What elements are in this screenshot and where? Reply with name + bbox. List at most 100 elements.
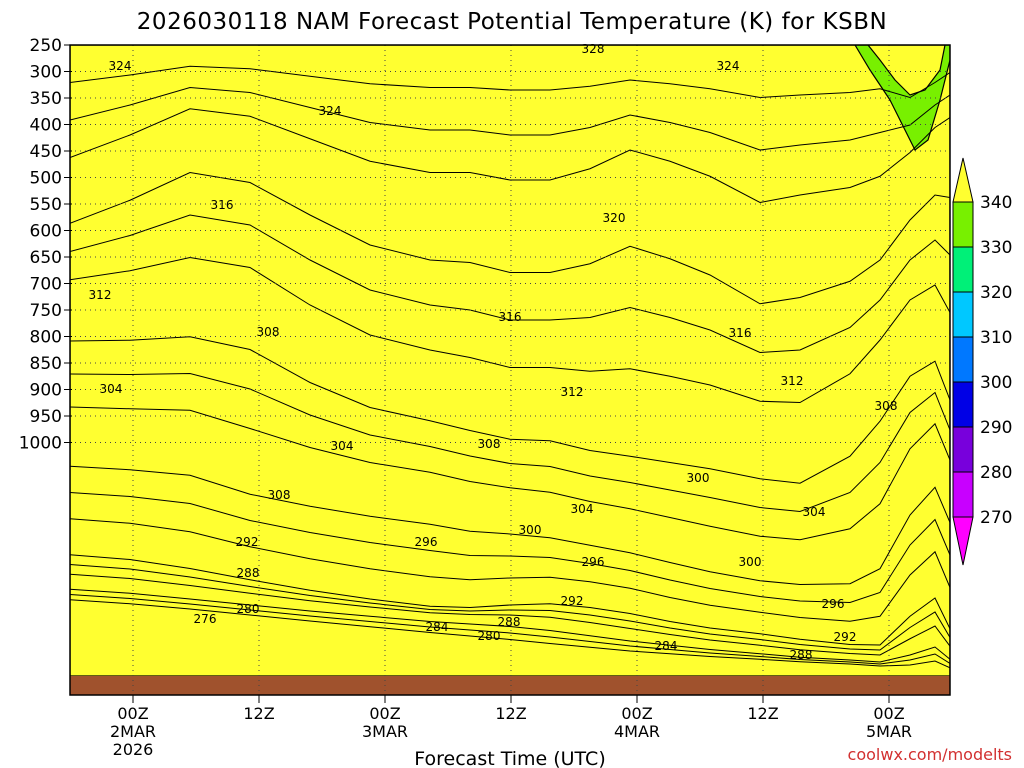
contour-label: 276 [194,612,217,626]
contour-label: 324 [717,59,740,73]
y-tick-label: 650 [30,248,62,268]
colorbar-tick-label: 310 [980,328,1012,348]
contour-label: 288 [237,566,260,580]
x-tick-label: 00Z [873,704,904,723]
contour-label: 292 [834,630,857,644]
contour-label: 312 [561,385,584,399]
contour-label: 316 [211,198,234,212]
contour-label: 284 [655,639,678,653]
y-tick-label: 950 [30,407,62,427]
contour-line-3-1 [70,372,950,513]
y-tick-label: 600 [30,222,62,242]
contour-line-2-2 [70,465,950,586]
x-tick-label: 12Z [495,704,526,723]
contour-line-0-2 [70,588,950,663]
x-tick-label: 00Z [117,704,148,723]
colorbar-top-arrow [952,157,974,203]
contour-label: 328 [582,42,605,56]
colorbar-tick-label: 300 [980,373,1012,393]
y-tick-label: 450 [30,142,62,162]
contour-line-1-0 [70,573,950,656]
contour-label: 300 [519,523,542,537]
contour-line-5-0 [70,108,950,204]
contour-label: 320 [603,211,626,225]
plot-frame [69,44,951,696]
contour-label: 280 [478,629,501,643]
contour-label: 292 [561,594,584,608]
contour-line-2-1 [70,492,950,604]
chart-title: 2026030118 NAM Forecast Potential Temper… [137,9,887,35]
x-tick-label: 12Z [243,704,274,723]
contour-line-3-0 [70,406,950,541]
contour-label: 280 [237,602,260,616]
colorbar-swatch [952,336,974,383]
colorbar-swatch [952,291,974,338]
x-tick-label: 4MAR [614,722,660,741]
contour-label: 304 [100,382,123,396]
y-tick-label: 800 [30,328,62,348]
contour-label: 312 [89,288,112,302]
colorbar-swatch [952,201,974,248]
colorbar-tick-label: 330 [980,238,1012,258]
contour-line-2-0 [70,518,950,622]
contour-label: 288 [790,648,813,662]
contour-label: 308 [478,437,501,451]
colorbar-swatch [952,381,974,428]
contour-label: 292 [236,535,259,549]
y-tick-label: 700 [30,275,62,295]
y-tick-label: 850 [30,354,62,374]
contour-band-7 [70,45,950,677]
contour-label: 316 [499,310,522,324]
contour-label: 296 [415,535,438,549]
colorbar-bottom-arrow [952,516,974,566]
contour-label: 308 [268,488,291,502]
contour-label: 284 [426,620,449,634]
contour-label: 304 [571,502,594,516]
plot-area [70,45,950,695]
colorbar-tick-label: 280 [980,463,1012,483]
y-tick-label: 300 [30,63,62,83]
contour-label: 304 [331,439,354,453]
x-tick-label: 5MAR [866,722,912,741]
colorbar-tick-label: 320 [980,283,1012,303]
y-tick-label: 550 [30,195,62,215]
x-tick-label: 00Z [369,704,400,723]
contour-line-0-1 [70,594,950,665]
contour-line-0-0 [70,599,950,669]
ground-fill [70,676,950,695]
contour-label: 300 [687,471,710,485]
y-tick-label: 400 [30,116,62,136]
y-tick-label: 750 [30,301,62,321]
contour-label: 308 [875,399,898,413]
colorbar-tick-label: 340 [980,193,1012,213]
contour-label: 300 [739,555,762,569]
colorbar-swatch [952,471,974,518]
colorbar-swatch [952,246,974,293]
colorbar-tick-label: 290 [980,418,1012,438]
x-tick-label: 2MAR [110,722,156,741]
contour-line-4-1 [70,214,950,354]
x-tick-label: 3MAR [362,722,408,741]
contour-label: 324 [109,59,132,73]
x-tick-label: 00Z [621,704,652,723]
contour-label: 316 [729,326,752,340]
y-tick-label: 1000 [19,434,62,454]
ground-surface [70,676,950,695]
y-tick-label: 500 [30,169,62,189]
contour-line-1-1 [70,564,950,651]
y-tick-label: 250 [30,36,62,56]
colorbar-swatch [952,426,974,473]
contour-label: 312 [781,374,804,388]
contour-label: 304 [803,505,826,519]
y-tick-label: 900 [30,381,62,401]
contour-line-4-2 [70,171,950,305]
contour-line-1-2 [70,554,950,646]
contour-label: 308 [257,325,280,339]
contour-label: 288 [498,615,521,629]
contour-label: 324 [319,104,342,118]
credit-text: coolwx.com/modelts [848,745,1012,764]
colorbar-tick-label: 270 [980,508,1012,528]
contour-label: 296 [822,597,845,611]
contour-label: 296 [582,555,605,569]
